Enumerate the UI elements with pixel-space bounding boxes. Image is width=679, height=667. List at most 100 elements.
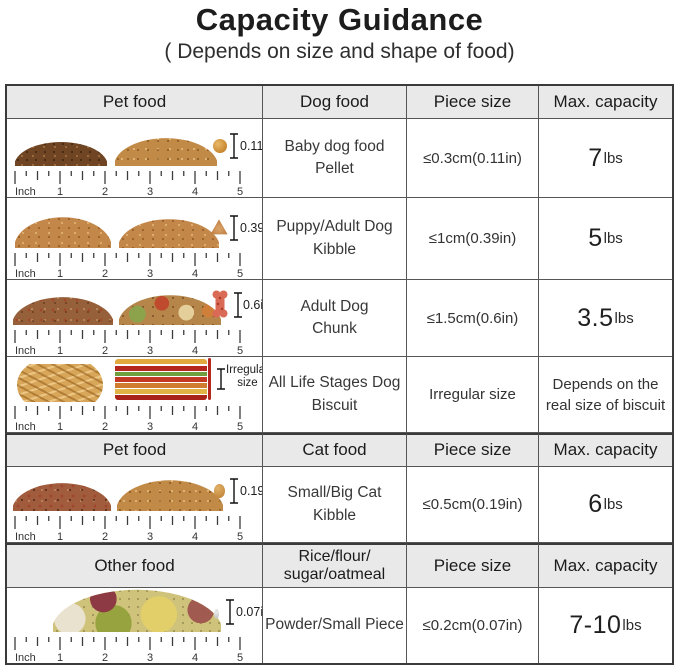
header-pet-food: Pet food [7,86,263,119]
piece-size-cell: ≤1cm(0.39in) [407,198,539,280]
svg-text:2: 2 [102,268,108,279]
capacity-cell: 5 lbs [539,198,672,280]
measure-label: 0.6in [243,298,263,312]
inch-ruler: Inch 1 2 3 4 5 [14,171,243,197]
sample-cell-puppy-kibble: 0.39in Inch 1 2 3 4 5 [7,198,263,280]
header-max-capacity: Max. capacity [539,86,672,119]
svg-text:5: 5 [237,531,243,542]
header-piece-size: Piece size [407,433,539,467]
pellet-pile-icon [115,138,217,166]
svg-text:3: 3 [147,268,153,279]
svg-text:5: 5 [237,421,243,432]
svg-text:2: 2 [102,421,108,432]
measure-bracket-icon [234,292,242,318]
capacity-cell: 3.5 lbs [539,280,672,357]
grain-icon [214,609,219,619]
svg-text:4: 4 [192,652,198,663]
capacity-cell: 6 lbs [539,467,672,543]
measure-label: 0.11in [240,139,263,153]
header-cat-food: Cat food [263,433,407,467]
measure-bracket-icon [230,478,238,504]
svg-text:1: 1 [57,186,63,197]
measure-label: 0.07in [236,605,263,619]
header-piece-size: Piece size [407,86,539,119]
header-max-capacity: Max. capacity [539,543,672,588]
svg-text:2: 2 [102,652,108,663]
svg-text:3: 3 [147,652,153,663]
piece-size-cell: Irregular size [407,357,539,433]
kibble-icon [210,219,228,235]
svg-text:5: 5 [237,186,243,197]
svg-text:4: 4 [192,531,198,542]
red-stick-icon [208,358,211,400]
svg-text:4: 4 [192,186,198,197]
inch-ruler: Inch 1 2 3 4 5 [14,516,243,542]
food-name-cell: All Life Stages Dog Biscuit [263,357,407,433]
svg-text:1: 1 [57,421,63,432]
svg-text:5: 5 [237,345,243,356]
cat-kibble-pile-icon [117,480,223,511]
cat-kibble-icon [214,484,225,498]
svg-text:1: 1 [57,531,63,542]
svg-text:1: 1 [57,652,63,663]
svg-text:2: 2 [102,531,108,542]
measure-bracket-icon [217,368,225,390]
capacity-cell: 7-10 lbs [569,611,642,639]
pellet-icon [213,139,227,153]
measure-bracket-icon [230,215,238,241]
bone-chunk-icon [212,290,228,318]
header-max-capacity: Max. capacity [539,433,672,467]
mixed-grains-pile-icon [53,589,221,632]
page-title: Capacity Guidance [195,2,484,37]
piece-size-cell: ≤0.3cm(0.11in) [407,119,539,198]
piece-size-cell: ≤1.5cm(0.6in) [407,280,539,357]
pellet-pile-icon [15,142,107,166]
capacity-table: Pet food Dog food Piece size Max. capaci… [5,84,674,665]
sample-cell-adult-chunk: 0.6in Inch 1 2 3 4 5 [7,280,263,357]
measure-label: 0.19in [240,484,262,498]
chunk-pile-icon [13,297,113,325]
svg-text:4: 4 [192,268,198,279]
svg-text:Inch: Inch [15,345,36,356]
kibble-pile-icon [15,217,111,248]
svg-text:Inch: Inch [15,268,36,279]
food-name-cell: Baby dog food Pellet [263,119,407,198]
header-other-food: Other food [7,543,263,588]
svg-text:5: 5 [237,268,243,279]
header-dog-food: Dog food [263,86,407,119]
measure-bracket-icon [226,599,234,625]
inch-ruler: Inch 1 2 3 4 5 [14,330,243,356]
sample-cell-cat-kibble: 0.19in Inch 1 2 3 4 5 [7,467,263,543]
svg-text:3: 3 [147,421,153,432]
svg-text:4: 4 [192,345,198,356]
food-name-cell: Powder/Small Piece [263,588,407,663]
svg-text:Inch: Inch [15,186,36,197]
piece-size-cell: ≤0.5cm(0.19in) [407,467,539,543]
food-name-cell: Adult Dog Chunk [263,280,407,357]
mixed-chunk-pile-icon [119,295,221,325]
svg-text:3: 3 [147,345,153,356]
inch-ruler: Inch 1 2 3 4 5 [14,637,243,663]
striped-sticks-icon [115,359,207,400]
capacity-cell: 7 lbs [539,119,672,198]
kibble-pile-icon [119,219,219,248]
svg-text:2: 2 [102,186,108,197]
svg-text:4: 4 [192,421,198,432]
svg-text:Inch: Inch [15,421,36,432]
measure-label: 0.39in [240,221,262,235]
header-rice-flour: Rice/flour/sugar/oatmeal [263,543,407,588]
sample-cell-powder: 0.07in Inch 1 2 3 4 5 [7,588,263,663]
page-subtitle: ( Depends on size and shape of food) [164,40,515,63]
biscuit-pile-icon [17,364,103,402]
sample-cell-baby-pellet: 0.11in Inch 1 2 3 4 5 [7,119,263,198]
inch-ruler: Inch 1 2 3 4 5 [14,406,243,432]
cat-kibble-pile-icon [13,483,111,511]
svg-text:Inch: Inch [15,652,36,663]
food-name-cell: Puppy/Adult Dog Kibble [263,198,407,280]
inch-ruler: Inch 1 2 3 4 5 [14,253,243,279]
food-name-cell: Small/Big Cat Kibble [263,467,407,543]
svg-text:1: 1 [57,268,63,279]
